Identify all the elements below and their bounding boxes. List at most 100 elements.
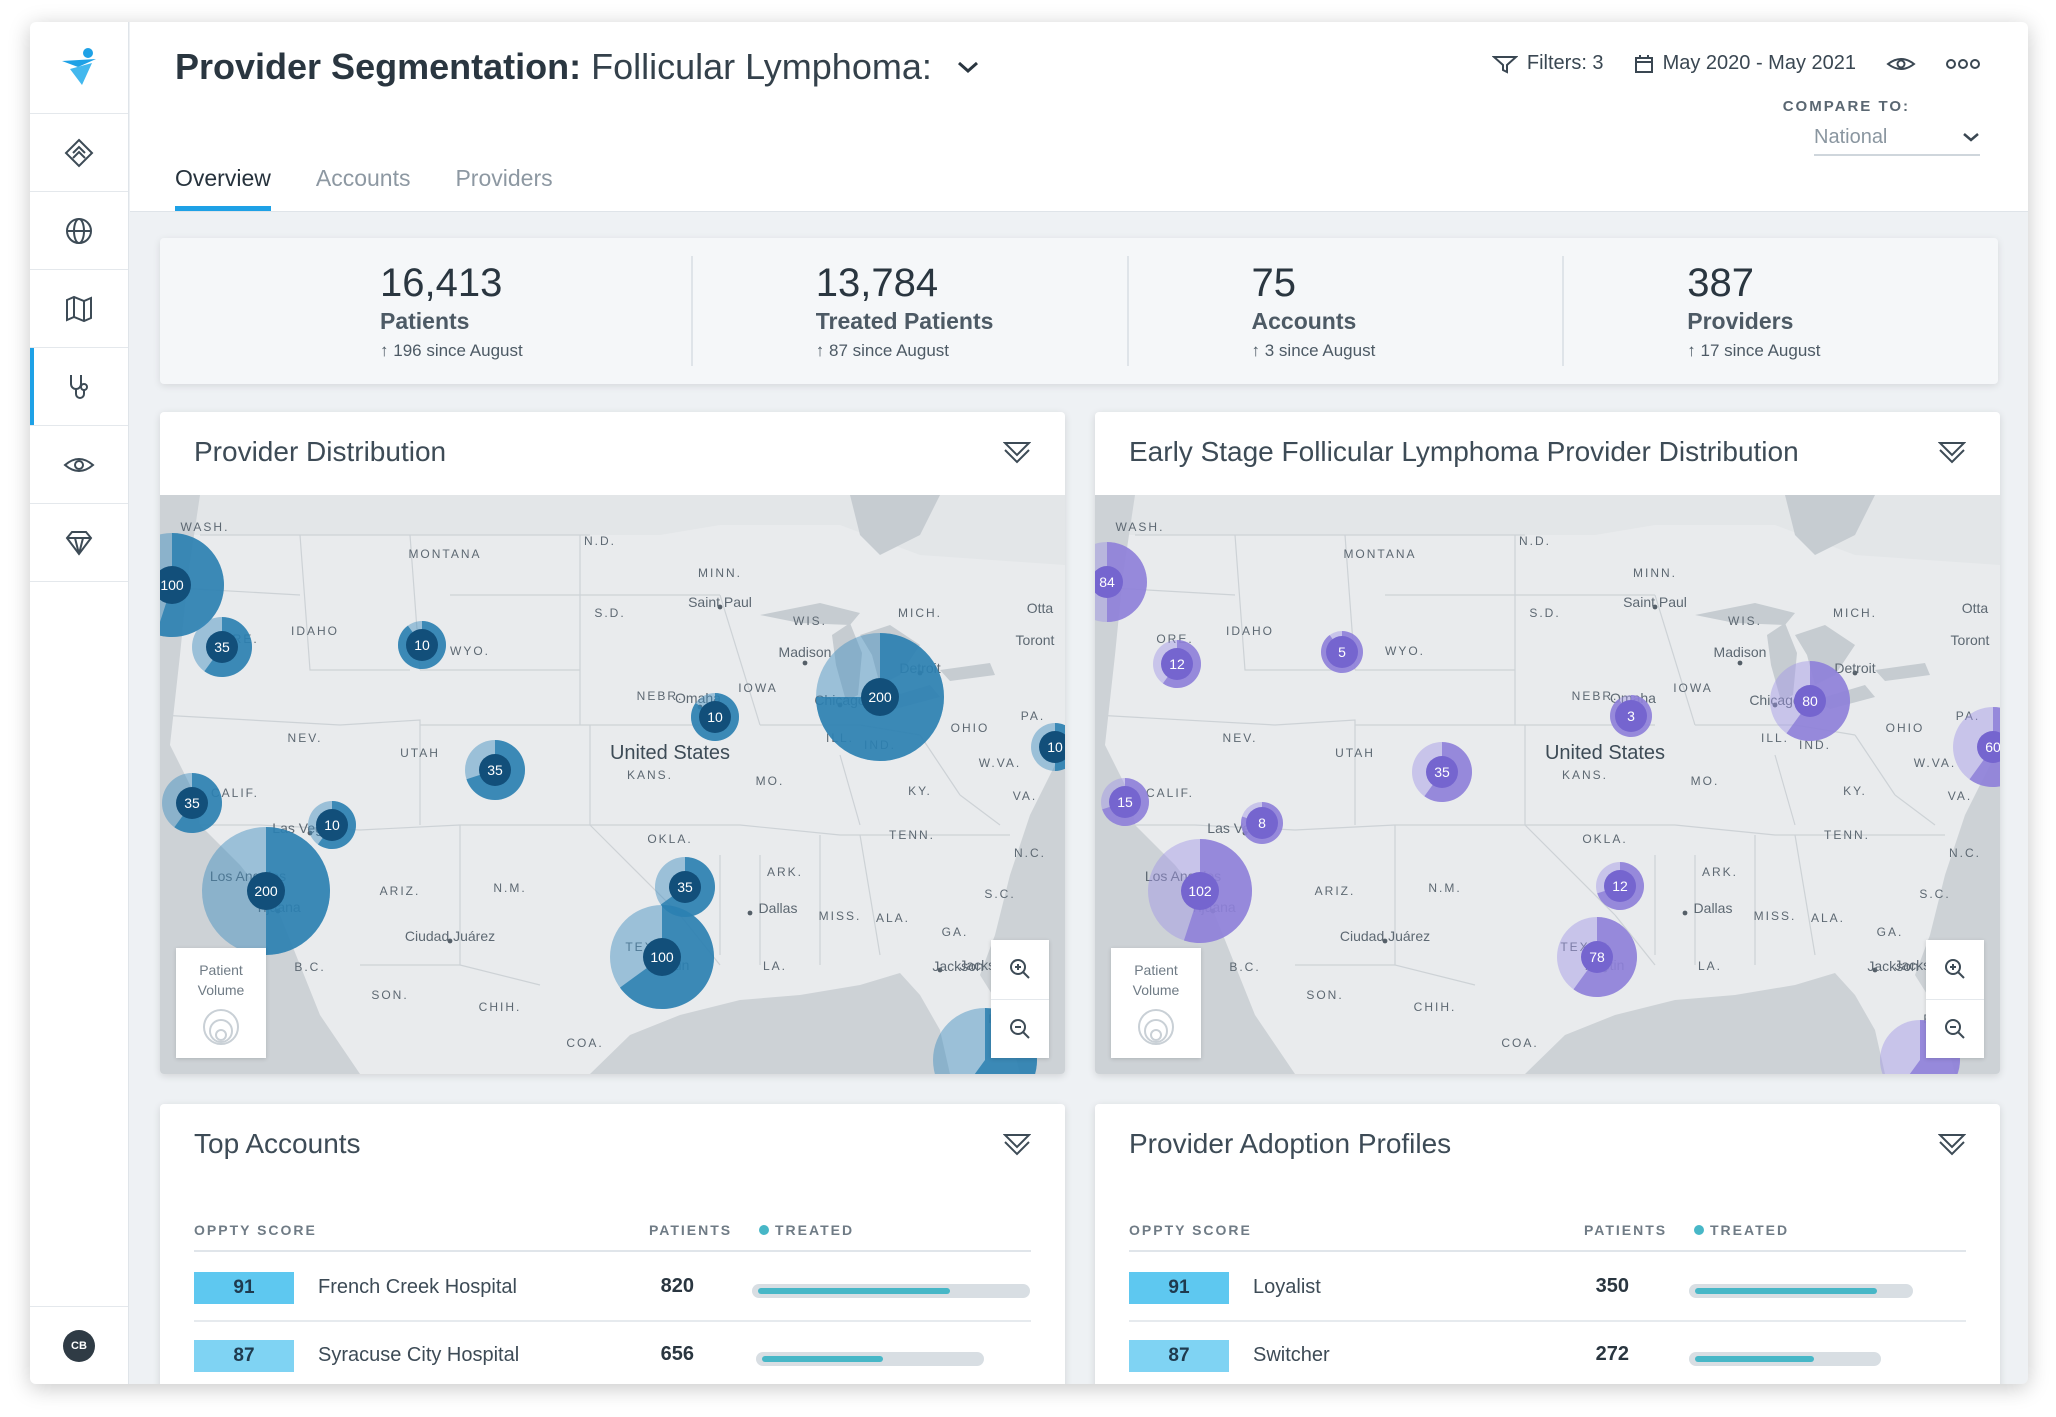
avatar[interactable]: CB bbox=[63, 1329, 95, 1362]
map[interactable]: WASH. MONTANA N.D. MINN. Saint Paul IDAHO S.D.… bbox=[1095, 495, 2000, 1074]
profile-name[interactable]: Switcher bbox=[1253, 1344, 1330, 1366]
stat-label: Treated Patients bbox=[815, 307, 994, 334]
map-cluster[interactable]: 3 bbox=[1610, 695, 1652, 737]
table-row[interactable]: 87 Syracuse City Hospital 656 bbox=[194, 1322, 1031, 1384]
map-cluster[interactable]: 10 bbox=[691, 693, 740, 741]
zoom-out-button[interactable] bbox=[991, 998, 1049, 1059]
map-label: OHIO bbox=[951, 721, 990, 735]
map-cluster[interactable]: 35 bbox=[465, 740, 525, 800]
treated-bar bbox=[756, 1352, 984, 1366]
treated-bar bbox=[1689, 1284, 1913, 1298]
map-cluster[interactable]: 60 bbox=[1953, 707, 2000, 787]
account-name[interactable]: French Creek Hospital bbox=[318, 1276, 517, 1298]
map-cluster[interactable]: 10 bbox=[1031, 723, 1065, 771]
table-row[interactable]: 91 French Creek Hospital 820 bbox=[194, 1254, 1031, 1322]
cluster-count: 84 bbox=[1099, 574, 1115, 590]
sidebar-item-insights[interactable] bbox=[30, 426, 128, 504]
compare-to-select[interactable]: National bbox=[1814, 120, 1980, 156]
zoom-in-icon bbox=[1945, 959, 1965, 979]
filters-button[interactable]: Filters: 3 bbox=[1491, 52, 1604, 75]
map-label: ARIZ. bbox=[380, 884, 421, 898]
map-label: IDAHO bbox=[1226, 624, 1274, 638]
chevron-down-icon[interactable] bbox=[956, 59, 980, 75]
map-cluster[interactable]: 80 bbox=[1770, 661, 1850, 741]
filter-menu-icon[interactable] bbox=[1003, 440, 1031, 464]
map-cluster[interactable]: 15 bbox=[1101, 778, 1149, 826]
account-name[interactable]: Syracuse City Hospital bbox=[318, 1344, 520, 1366]
compare-to-label: COMPARE TO: bbox=[1782, 98, 1910, 115]
map-cluster[interactable]: 78 bbox=[1557, 917, 1637, 997]
cluster-count: 60 bbox=[1985, 739, 2000, 755]
map-label: MINN. bbox=[698, 566, 742, 580]
map-label: Ciudad Juárez bbox=[405, 928, 495, 944]
table-row[interactable]: 91 Loyalist 350 bbox=[1129, 1254, 1966, 1322]
map-label: KANS. bbox=[627, 768, 673, 782]
map-label: LA. bbox=[1698, 959, 1722, 973]
map-label: OKLA. bbox=[1582, 832, 1627, 846]
sidebar-item-providers[interactable] bbox=[30, 348, 128, 426]
more-options-icon[interactable] bbox=[1946, 58, 1980, 70]
card-title: Top Accounts bbox=[194, 1128, 361, 1159]
map[interactable]: WASH. MONTANA N.D. MINN. Saint Paul IDAHO S.D.… bbox=[160, 495, 1065, 1074]
map-cluster[interactable]: 10 bbox=[398, 621, 447, 669]
stat-value: 16,413 bbox=[380, 260, 503, 305]
map-cluster[interactable]: 10 bbox=[308, 801, 356, 849]
stat-change: ↑ 17 since August bbox=[1687, 340, 1821, 360]
indication-selector[interactable]: Follicular Lymphoma: bbox=[591, 46, 932, 87]
map-cluster[interactable]: 35 bbox=[1412, 742, 1472, 802]
zoom-in-button[interactable] bbox=[1926, 940, 1984, 999]
treated-bar bbox=[752, 1284, 1030, 1298]
layers-icon bbox=[64, 138, 94, 167]
app-logo-icon[interactable] bbox=[30, 22, 128, 114]
table-row[interactable]: 87 Switcher 272 bbox=[1129, 1322, 1966, 1384]
stat-change: ↑ 196 since August bbox=[380, 340, 523, 360]
map-label: Dallas bbox=[1694, 900, 1733, 916]
map-cluster[interactable]: 200 bbox=[202, 827, 330, 955]
map-label: ALA. bbox=[876, 911, 910, 925]
tab-providers[interactable]: Providers bbox=[455, 165, 553, 191]
map-cluster[interactable]: 12 bbox=[1153, 640, 1201, 688]
zoom-in-icon bbox=[1010, 959, 1030, 979]
map-label: MICH. bbox=[898, 606, 942, 620]
treated-bar-fill bbox=[762, 1356, 883, 1362]
map-label: Toront bbox=[1951, 632, 1990, 648]
profile-name[interactable]: Loyalist bbox=[1253, 1276, 1321, 1298]
filter-menu-icon[interactable] bbox=[1003, 1132, 1031, 1156]
filter-menu-icon[interactable] bbox=[1938, 440, 1966, 464]
user-menu[interactable]: CB bbox=[30, 1306, 128, 1384]
map-cluster[interactable]: 35 bbox=[192, 617, 253, 677]
map-cluster[interactable]: 100 bbox=[610, 905, 714, 1009]
map-cluster[interactable]: 8 bbox=[1241, 802, 1283, 844]
zoom-in-button[interactable] bbox=[991, 940, 1049, 999]
tab-accounts[interactable]: Accounts bbox=[315, 165, 411, 191]
map-label: LA. bbox=[763, 959, 787, 973]
eye-icon[interactable] bbox=[1886, 54, 1916, 74]
cluster-count: 102 bbox=[1188, 883, 1212, 899]
map-cluster[interactable]: 100 bbox=[160, 533, 224, 637]
map-cluster[interactable]: 84 bbox=[1095, 542, 1147, 622]
map-label: ARIZ. bbox=[1315, 884, 1356, 898]
sidebar-item-home[interactable] bbox=[30, 114, 128, 192]
map-cluster[interactable]: 12 bbox=[1596, 862, 1644, 910]
map-cluster[interactable]: 35 bbox=[655, 857, 716, 917]
sidebar-item-global[interactable] bbox=[30, 192, 128, 270]
filter-menu-icon[interactable] bbox=[1938, 1132, 1966, 1156]
map-label: S.D. bbox=[1529, 606, 1560, 620]
patients-value: 656 bbox=[660, 1343, 694, 1365]
map-cluster[interactable]: 102 bbox=[1148, 839, 1252, 943]
legend-label: Patient Volume bbox=[1132, 962, 1180, 999]
cluster-count: 10 bbox=[1047, 739, 1063, 755]
map-cluster[interactable]: 5 bbox=[1321, 631, 1363, 673]
col-oppty-score: OPPTY SCORE bbox=[194, 1222, 317, 1238]
map-canvas[interactable]: WASH. MONTANA N.D. MINN. Saint Paul IDAHO S.D.… bbox=[1095, 495, 2000, 1074]
zoom-out-button[interactable] bbox=[1926, 998, 1984, 1059]
map-canvas[interactable]: WASH. MONTANA N.D. MINN. Saint Paul IDAHO S.D.… bbox=[160, 495, 1065, 1074]
map-cluster[interactable]: 35 bbox=[162, 773, 222, 833]
tab-overview[interactable]: Overview bbox=[175, 165, 271, 211]
volume-legend-icon bbox=[1138, 1008, 1174, 1045]
map-cluster[interactable]: 200 bbox=[816, 633, 944, 761]
sidebar-item-opportunities[interactable] bbox=[30, 504, 128, 582]
sidebar-item-map[interactable] bbox=[30, 270, 128, 348]
date-range-button[interactable]: May 2020 - May 2021 bbox=[1634, 52, 1856, 75]
stat-accounts: 75 Accounts ↑ 3 since August bbox=[1126, 256, 1563, 366]
